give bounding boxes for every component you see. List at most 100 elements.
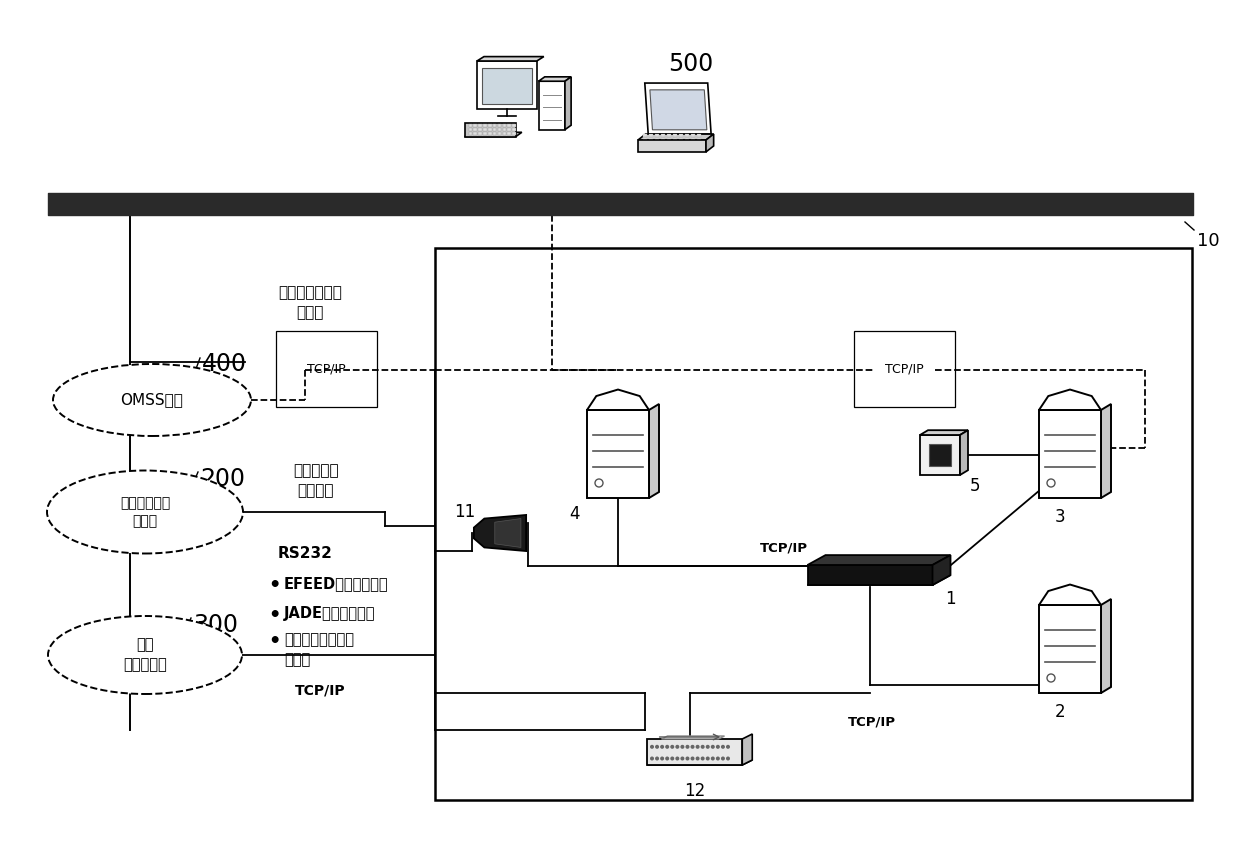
- Bar: [667, 138, 671, 139]
- Circle shape: [697, 757, 699, 759]
- Bar: [649, 136, 653, 137]
- Bar: [512, 128, 516, 130]
- Bar: [489, 132, 491, 135]
- Bar: [507, 132, 511, 135]
- Polygon shape: [807, 565, 932, 585]
- Circle shape: [722, 745, 724, 748]
- Polygon shape: [645, 83, 711, 134]
- Text: 400: 400: [202, 352, 247, 376]
- Bar: [477, 61, 537, 109]
- Text: 1: 1: [945, 590, 956, 608]
- Circle shape: [681, 745, 683, 748]
- Polygon shape: [661, 736, 724, 739]
- Text: 自动化系统设备状
态信息: 自动化系统设备状 态信息: [284, 632, 353, 667]
- Circle shape: [686, 757, 688, 759]
- Bar: [667, 136, 671, 137]
- Bar: [644, 136, 647, 137]
- Text: TCP/IP: TCP/IP: [295, 683, 346, 697]
- Bar: [492, 132, 496, 135]
- Bar: [684, 138, 689, 139]
- Bar: [507, 124, 511, 127]
- Bar: [507, 128, 511, 130]
- Text: 5: 5: [970, 477, 981, 495]
- Bar: [678, 138, 683, 139]
- Circle shape: [666, 745, 668, 748]
- Circle shape: [651, 745, 653, 748]
- Text: 空管
自动化系统: 空管 自动化系统: [123, 637, 167, 673]
- Polygon shape: [1039, 584, 1101, 605]
- Circle shape: [691, 745, 694, 748]
- Polygon shape: [1101, 404, 1111, 498]
- Bar: [639, 140, 706, 152]
- Bar: [655, 136, 660, 137]
- Bar: [691, 138, 694, 139]
- Circle shape: [656, 745, 658, 748]
- Polygon shape: [1039, 389, 1101, 410]
- Bar: [469, 124, 472, 127]
- Circle shape: [661, 757, 663, 759]
- Circle shape: [697, 745, 699, 748]
- Circle shape: [707, 757, 709, 759]
- Bar: [661, 138, 665, 139]
- Circle shape: [717, 757, 719, 759]
- Bar: [673, 138, 677, 139]
- Polygon shape: [1101, 599, 1111, 693]
- Bar: [492, 128, 496, 130]
- Polygon shape: [960, 431, 968, 475]
- Circle shape: [722, 757, 724, 759]
- Bar: [479, 124, 482, 127]
- Bar: [684, 136, 689, 137]
- Polygon shape: [650, 90, 707, 130]
- Bar: [497, 124, 501, 127]
- Ellipse shape: [53, 364, 250, 436]
- Bar: [484, 132, 486, 135]
- Bar: [661, 136, 665, 137]
- Polygon shape: [706, 134, 714, 152]
- Circle shape: [717, 745, 719, 748]
- Circle shape: [686, 745, 688, 748]
- Bar: [474, 124, 477, 127]
- Text: TCP/IP: TCP/IP: [885, 362, 924, 375]
- Circle shape: [702, 757, 704, 759]
- Bar: [502, 128, 506, 130]
- Bar: [644, 138, 647, 139]
- Circle shape: [681, 757, 683, 759]
- Circle shape: [671, 745, 673, 748]
- Bar: [502, 124, 506, 127]
- Text: 200: 200: [200, 467, 246, 491]
- Circle shape: [676, 757, 678, 759]
- Polygon shape: [538, 77, 572, 82]
- Text: 11: 11: [454, 503, 475, 521]
- Ellipse shape: [48, 616, 242, 694]
- Ellipse shape: [47, 470, 243, 553]
- Bar: [1039, 605, 1101, 693]
- Text: 300: 300: [193, 613, 238, 637]
- Text: 10: 10: [1197, 232, 1220, 250]
- Circle shape: [671, 757, 673, 759]
- Circle shape: [691, 757, 694, 759]
- Bar: [469, 132, 472, 135]
- Bar: [474, 132, 477, 135]
- Circle shape: [661, 745, 663, 748]
- Bar: [649, 138, 653, 139]
- Bar: [691, 136, 694, 137]
- Bar: [474, 128, 477, 130]
- Text: TCP/IP: TCP/IP: [848, 716, 897, 728]
- Polygon shape: [587, 389, 649, 410]
- Text: 管制值班运行记
录信息: 管制值班运行记 录信息: [278, 285, 342, 320]
- Text: •: •: [268, 632, 280, 651]
- Circle shape: [727, 745, 729, 748]
- Bar: [479, 128, 482, 130]
- Bar: [497, 132, 501, 135]
- Circle shape: [727, 757, 729, 759]
- Bar: [479, 132, 482, 135]
- Circle shape: [656, 757, 658, 759]
- Bar: [482, 68, 532, 104]
- Polygon shape: [639, 134, 714, 140]
- Text: JADE扇区合并信息: JADE扇区合并信息: [284, 606, 376, 621]
- Bar: [678, 136, 683, 137]
- Bar: [697, 136, 701, 137]
- Bar: [492, 124, 496, 127]
- Text: EFEED飞行数据信息: EFEED飞行数据信息: [284, 576, 388, 591]
- Polygon shape: [647, 760, 753, 765]
